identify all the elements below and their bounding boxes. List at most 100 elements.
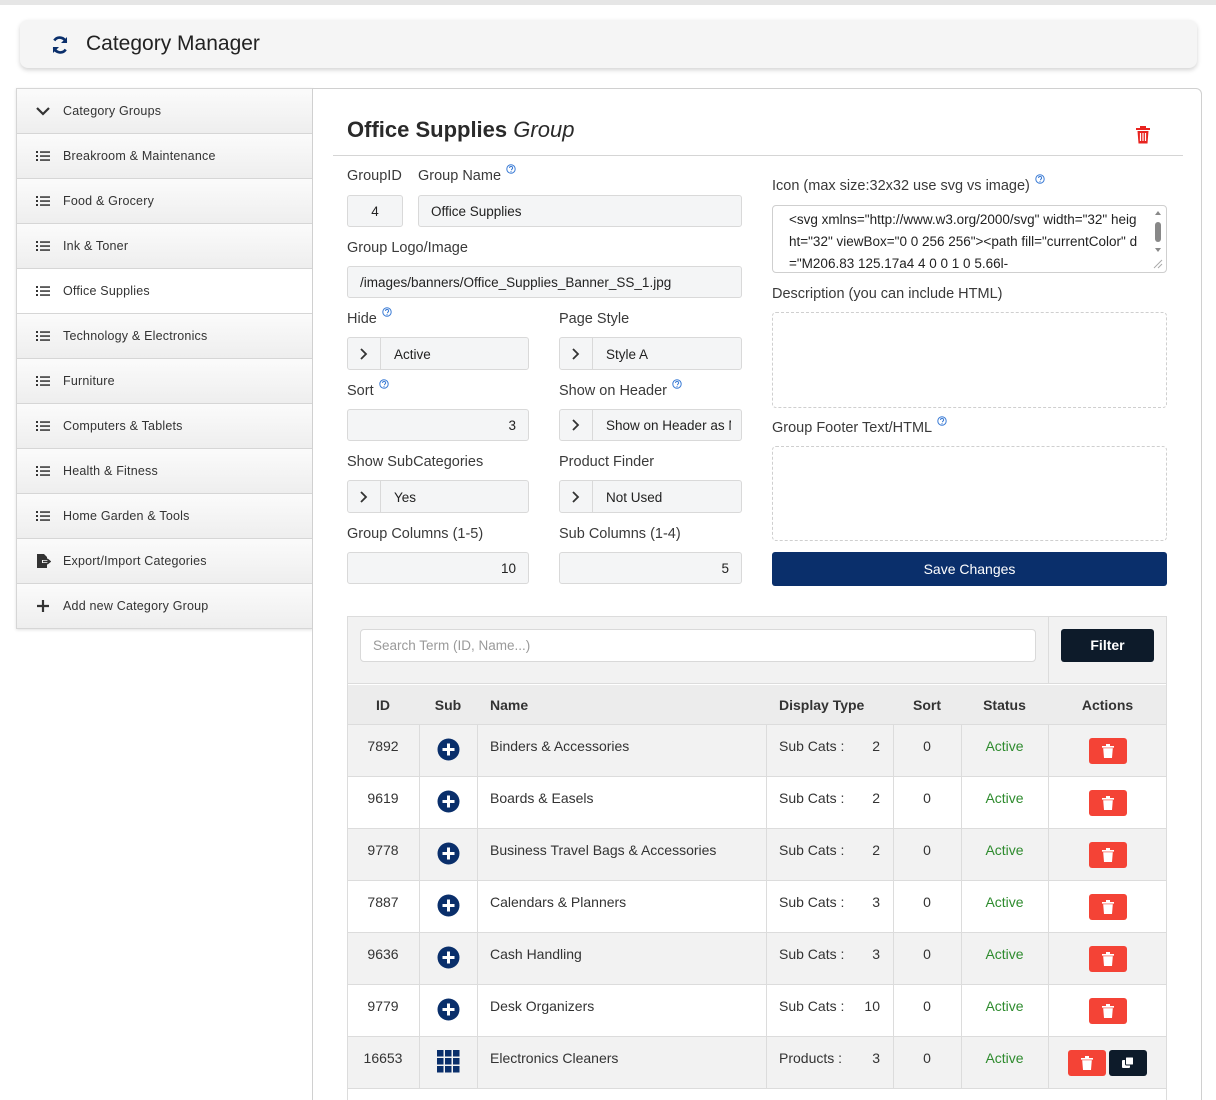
sidebar-item[interactable]: Export/Import Categories <box>17 539 313 584</box>
row-display-type: Sub Cats : <box>779 790 845 806</box>
sub-icon[interactable] <box>437 842 460 865</box>
sidebar-label: Office Supplies <box>63 284 150 298</box>
row-name: Cash Handling <box>490 946 582 962</box>
save-button[interactable]: Save Changes <box>772 552 1167 586</box>
sidebar-item[interactable]: Food & Grocery <box>17 179 313 224</box>
input[interactable]: Yes <box>347 480 529 513</box>
row-sort: 0 <box>923 998 931 1014</box>
cell-divider <box>766 1037 767 1089</box>
row-status: Active <box>985 1050 1024 1066</box>
sidebar-item[interactable]: Technology & Electronics <box>17 314 313 359</box>
refresh-icon[interactable] <box>50 35 70 55</box>
sidebar-item[interactable]: Home Garden & Tools <box>17 494 313 539</box>
sidebar-label: Add new Category Group <box>63 599 209 613</box>
cell-divider <box>766 777 767 829</box>
input[interactable]: 10 <box>347 552 529 584</box>
sidebar-icon <box>36 376 50 386</box>
input[interactable]: Show on Header as M <box>559 409 742 441</box>
sidebar: Category Groups Breakroom & Maintenance Fo… <box>16 88 313 629</box>
help-icon[interactable] <box>506 164 516 174</box>
row-count: 2 <box>872 842 880 858</box>
input[interactable]: 4 <box>347 195 403 227</box>
sub-icon[interactable] <box>437 790 460 813</box>
sidebar-item[interactable]: Office Supplies <box>17 269 313 314</box>
delete-button[interactable] <box>1088 998 1127 1024</box>
input[interactable]: Office Supplies <box>418 195 742 227</box>
sidebar-item[interactable]: Computers & Tablets <box>17 404 313 449</box>
select-arrow-box <box>348 481 381 512</box>
delete-group-icon[interactable] <box>1135 125 1151 144</box>
sidebar-item[interactable]: Add new Category Group <box>17 584 313 629</box>
select-arrow-box <box>560 338 593 369</box>
field-label: Hide <box>347 311 377 327</box>
cell-divider <box>961 777 962 829</box>
copy-icon <box>1122 1056 1134 1068</box>
sidebar-item[interactable]: Health & Fitness <box>17 449 313 494</box>
select-value: Active <box>394 346 431 362</box>
sidebar-icon <box>36 151 50 161</box>
input[interactable]: Active <box>347 337 529 370</box>
sidebar-item[interactable]: Category Groups <box>17 89 313 134</box>
sidebar-label: Breakroom & Maintenance <box>63 149 216 163</box>
table-row[interactable] <box>348 933 1166 985</box>
delete-icon <box>1101 848 1114 862</box>
delete-button[interactable] <box>1088 894 1127 920</box>
row-id: 9619 <box>367 790 399 806</box>
help-icon[interactable] <box>378 379 389 389</box>
search-input[interactable]: Search Term (ID, Name...) <box>360 629 1036 662</box>
table-row[interactable] <box>348 1037 1166 1089</box>
delete-button[interactable] <box>1088 790 1127 816</box>
cell-divider <box>1048 725 1049 777</box>
help-icon[interactable] <box>1035 174 1045 184</box>
cell-divider <box>766 933 767 985</box>
sub-icon[interactable] <box>437 946 460 969</box>
input[interactable]: /images/banners/Office_Supplies_Banner_S… <box>347 266 742 298</box>
sub-icon[interactable] <box>437 894 460 917</box>
input-value: 3 <box>508 418 516 433</box>
textarea[interactable]: <svg xmlns="http://www.w3.org/2000/svg" … <box>772 205 1167 273</box>
table-row[interactable] <box>348 829 1166 881</box>
input[interactable]: Style A <box>559 337 742 370</box>
sidebar-item[interactable]: Furniture <box>17 359 313 404</box>
filter-button[interactable]: Filter <box>1061 629 1154 662</box>
field-label: Description (you can include HTML) <box>772 286 1003 302</box>
table-row[interactable] <box>348 725 1166 777</box>
row-id: 7892 <box>367 738 399 754</box>
sub-icon[interactable] <box>437 1050 460 1073</box>
sub-icon[interactable] <box>437 738 460 761</box>
cell-divider <box>893 1037 894 1089</box>
help-icon[interactable] <box>937 416 948 426</box>
cell-divider <box>419 1037 420 1089</box>
delete-icon <box>1101 796 1114 810</box>
sidebar-item[interactable]: Breakroom & Maintenance <box>17 134 313 179</box>
input[interactable]: Not Used <box>559 480 742 513</box>
cell-divider <box>1048 881 1049 933</box>
sidebar-item[interactable]: Ink & Toner <box>17 224 313 269</box>
sidebar-icon <box>36 331 50 341</box>
title-divider <box>333 155 1183 156</box>
field-label: Show SubCategories <box>347 454 484 470</box>
help-icon[interactable] <box>672 379 682 389</box>
table-row[interactable] <box>348 881 1166 933</box>
select-value: Style A <box>606 346 649 362</box>
sidebar-label: Category Groups <box>63 104 162 118</box>
table-row[interactable] <box>348 777 1166 829</box>
sub-icon[interactable] <box>437 998 460 1021</box>
column-header: ID <box>376 697 390 713</box>
input[interactable]: 3 <box>347 409 529 441</box>
delete-button[interactable] <box>1088 842 1127 868</box>
sidebar-icon <box>37 554 51 568</box>
row-id: 9779 <box>367 998 399 1014</box>
help-icon[interactable] <box>382 307 392 317</box>
cell-divider <box>419 985 420 1037</box>
delete-button[interactable] <box>1088 738 1127 764</box>
textarea[interactable] <box>772 312 1167 408</box>
delete-button[interactable] <box>1088 946 1127 972</box>
sidebar-icon <box>37 600 49 612</box>
table-row[interactable] <box>348 985 1166 1037</box>
copy-button[interactable] <box>1109 1050 1147 1076</box>
delete-button[interactable] <box>1068 1050 1106 1076</box>
input[interactable]: 5 <box>559 552 742 584</box>
textarea[interactable] <box>772 446 1167 541</box>
